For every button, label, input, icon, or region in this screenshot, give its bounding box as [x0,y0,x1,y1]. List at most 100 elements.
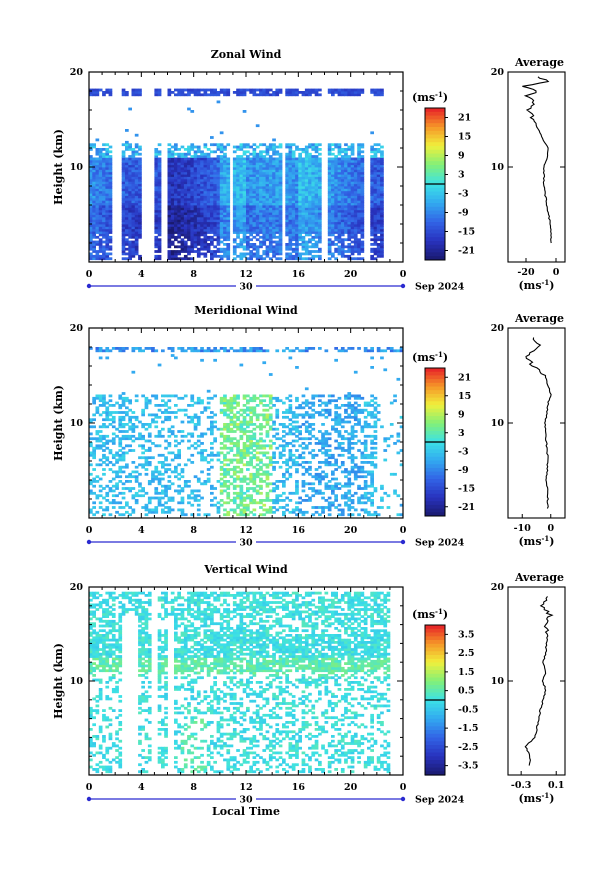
heatmap-cell [223,152,227,156]
heatmap-cell [131,93,136,97]
heatmap-cell [278,233,283,237]
heatmap-cell [128,183,132,187]
heatmap-cell [170,254,175,258]
heatmap-cell [376,171,381,175]
heatmap-cell [314,167,319,170]
heatmap-cell [131,427,136,431]
heatmap-cell [242,152,247,156]
heatmap-cell [236,219,240,223]
heatmap-cell [272,451,276,455]
heatmap-cell [252,408,257,412]
heatmap-cell [350,233,355,237]
heatmap-cell [268,207,273,211]
heatmap-cell [242,221,247,225]
heatmap-cell [340,188,345,192]
heatmap-cell [108,404,113,407]
heatmap-cell [291,93,296,97]
heatmap-cell [327,197,332,201]
heatmap-cell [344,238,348,242]
heatmap-cell [151,510,155,514]
heatmap-cell [95,91,100,94]
heatmap-cell [304,233,309,237]
heatmap-cell [376,214,381,218]
heatmap-cell [268,413,273,417]
heatmap-cell [265,475,270,479]
heatmap-cell [89,202,93,206]
heatmap-cell [125,202,129,206]
heatmap-cell [111,415,116,419]
heatmap-cell [262,186,267,189]
heatmap-cell [180,468,185,471]
heatmap-cell [118,506,123,509]
heatmap-cell [272,482,276,486]
heatmap-cell [190,148,195,151]
heatmap-cell [252,396,257,400]
heatmap-cell [252,200,257,204]
heatmap-cell [223,176,227,180]
heatmap-cell [353,164,358,168]
heatmap-cell [108,257,113,261]
heatmap-cell [255,207,260,211]
heatmap-cell [347,228,352,232]
heatmap-cell [128,415,132,419]
heatmap-cell [174,148,178,151]
heatmap-cell [262,162,267,166]
heatmap-cell [131,174,136,177]
heatmap-cell [213,437,217,441]
heatmap-cell [138,472,142,476]
heatmap-cell [128,233,132,237]
heatmap-cell [105,413,110,417]
heatmap-cell [331,252,335,256]
heatmap-cell [223,434,227,438]
heatmap-cell [331,157,335,161]
heatmap-cell [219,164,224,168]
heatmap-cell [98,88,103,92]
heatmap-cell [252,444,257,448]
heatmap-cell [216,238,221,242]
heatmap-cell [196,212,201,215]
heatmap-cell [187,88,191,92]
heatmap-cell [301,183,306,187]
heatmap-cell [232,178,237,182]
heatmap-cell [252,207,257,211]
heatmap-cell [200,240,204,244]
heatmap-cell [327,164,332,168]
heatmap-cell [177,240,181,244]
heatmap-cell [190,145,195,149]
heatmap-cell [206,209,211,213]
heatmap-cell [157,228,162,232]
heatmap-cell [183,216,188,220]
heatmap-cell [89,442,93,445]
heatmap-cell [174,176,178,180]
heatmap-cell [125,480,129,483]
heatmap-cell [255,451,260,455]
heatmap-cell [308,155,312,158]
heatmap-cell [92,446,96,450]
heatmap-cell [285,254,289,258]
heatmap-cell [121,243,126,246]
heatmap-cell [108,207,113,211]
heatmap-cell [334,200,338,204]
heatmap-cell [288,257,293,261]
heatmap-cell [252,202,257,206]
heatmap-cell [183,181,188,185]
heatmap-cell [350,169,355,173]
heatmap-cell [337,200,342,204]
heatmap-cell [242,423,247,426]
heatmap-cell [229,399,234,403]
heatmap-cell [177,456,181,460]
heatmap-cell [246,399,250,403]
heatmap-cell [357,226,361,230]
heatmap-cell [210,216,214,220]
heatmap-cell [226,349,231,353]
heatmap-cell [108,513,113,517]
heatmap-cell [242,178,247,182]
heatmap-cell [252,159,257,163]
heatmap-cell [334,181,338,185]
heatmap-cell [295,221,299,225]
heatmap-cell [177,219,181,223]
heatmap-cell [219,484,224,488]
heatmap-cell [121,167,126,170]
heatmap-cell [298,216,302,220]
heatmap-cell [262,257,267,261]
